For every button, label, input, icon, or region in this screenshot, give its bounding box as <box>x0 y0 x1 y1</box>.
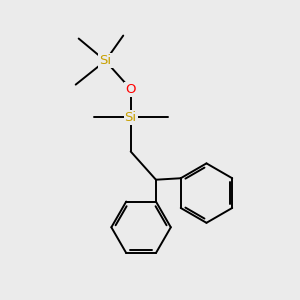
Text: O: O <box>125 82 136 96</box>
Text: Si: Si <box>99 54 112 67</box>
Text: Si: Si <box>124 111 137 124</box>
